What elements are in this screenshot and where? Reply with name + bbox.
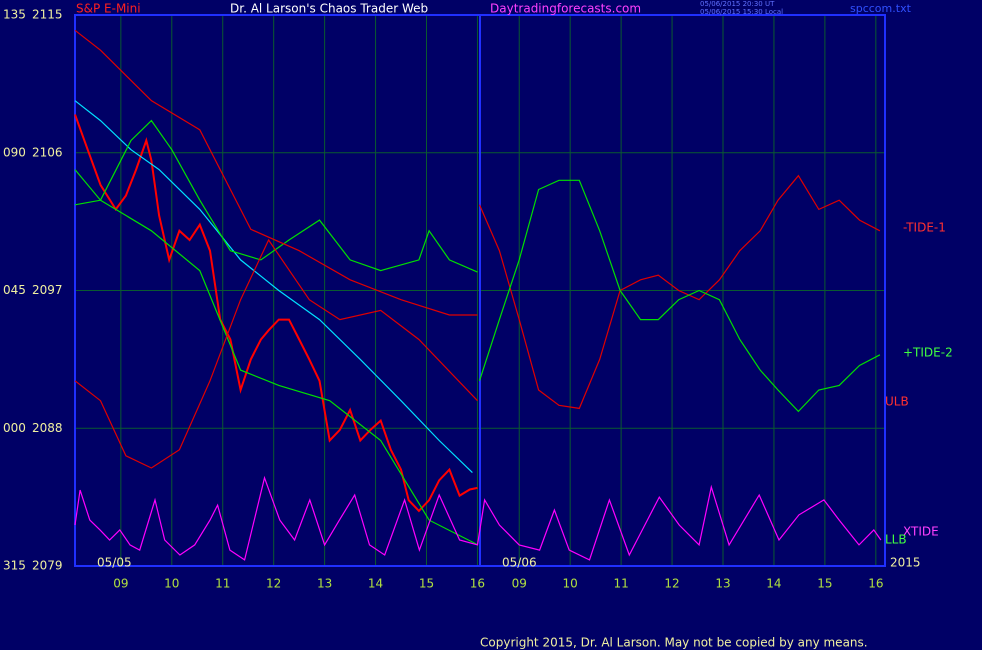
series-name: S&P E-Mini: [76, 2, 141, 16]
x-tick-label: 16: [470, 577, 485, 591]
series-label: -TIDE-1: [903, 221, 946, 235]
series-line: [478, 174, 881, 410]
x-tick-label: 15: [419, 577, 434, 591]
x-tick-label: 11: [613, 577, 628, 591]
chart-title: Dr. Al Larson's Chaos Trader Web: [230, 2, 428, 16]
series-label: +TIDE-2: [903, 346, 953, 360]
copyright: Copyright 2015, Dr. Al Larson. May not b…: [480, 636, 868, 650]
x-tick-label: 15: [817, 577, 832, 591]
x-tick-label: 14: [368, 577, 383, 591]
y-tick-label: 2097: [32, 283, 63, 297]
series-line: [74, 238, 478, 469]
y2-tick-label: 135: [3, 8, 26, 22]
x-tick-label: 10: [563, 577, 578, 591]
x-tick-label: 13: [715, 577, 730, 591]
y2-tick-label: 090: [3, 145, 26, 159]
date-label: 05/06: [502, 556, 537, 570]
x-tick-label: 10: [164, 577, 179, 591]
y-tick-label: 2088: [32, 421, 63, 435]
series-line: [74, 100, 473, 474]
series-line: [74, 29, 478, 316]
y-tick-label: 2106: [32, 145, 63, 159]
x-tick-label: 12: [664, 577, 679, 591]
timestamp: 05/06/2015 15:30 Local: [700, 8, 783, 16]
file-name: spccom.txt: [850, 2, 912, 15]
date-label: 05/05: [97, 556, 132, 570]
series-layer: [74, 29, 882, 561]
timestamp: 05/06/2015 20:30 UT: [700, 0, 775, 8]
x-tick-label: 09: [113, 577, 128, 591]
y2-tick-label: 315: [3, 559, 26, 573]
annotation: ULB: [885, 395, 909, 409]
x-tick-label: 13: [317, 577, 332, 591]
site: Daytradingforecasts.com: [490, 2, 641, 16]
x-tick-label: 09: [512, 577, 527, 591]
y2-tick-label: 045: [3, 283, 26, 297]
x-tick-label: 11: [215, 577, 230, 591]
y2-tick-label: 000: [3, 421, 26, 435]
y-tick-label: 2079: [32, 559, 63, 573]
series-line: [74, 199, 478, 546]
series-line: [478, 179, 881, 413]
series-label: XTIDE: [903, 525, 939, 539]
y-tick-label: 2115: [32, 8, 63, 22]
series-line: [74, 475, 882, 561]
annotation: LLB: [885, 533, 907, 547]
series-line: [74, 114, 478, 513]
x-tick-label: 16: [868, 577, 883, 591]
x-tick-label: 12: [266, 577, 281, 591]
date-label: 2015: [890, 556, 921, 570]
x-tick-label: 14: [766, 577, 781, 591]
